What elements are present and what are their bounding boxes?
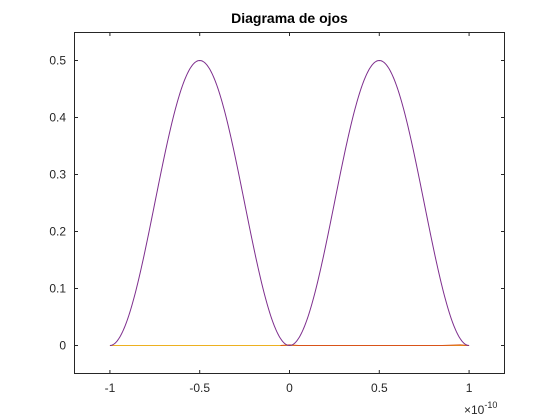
x-tick-label: 0 [286,381,293,395]
x-tick-label: 1 [466,381,473,395]
series-line-0 [109,59,470,347]
x-tick-label: -1 [105,381,116,395]
x-tick-label: 0.5 [371,381,388,395]
x-tick-label: -0.5 [189,381,210,395]
y-tick-label: 0.1 [49,282,66,296]
y-ticks: 0 0.1 0.2 0.3 0.4 0.5 [49,54,505,353]
chart-title: Diagrama de ojos [231,10,348,26]
x-axis-exponent: ×10-10 [464,400,497,417]
y-tick-label: 0.2 [49,225,66,239]
series-line-2 [280,344,470,346]
y-tick-label: 0.3 [49,168,66,182]
y-tick-label: 0 [59,339,66,353]
x-exponent-base: ×10 [464,403,485,417]
axes-background [74,32,505,374]
y-tick-label: 0.5 [49,54,66,68]
x-exponent-power: -10 [484,400,497,410]
series-layer [109,59,470,347]
y-tick-label: 0.4 [49,111,66,125]
x-ticks: -1 -0.5 0 0.5 1 [105,32,473,395]
plot-area [74,32,505,374]
